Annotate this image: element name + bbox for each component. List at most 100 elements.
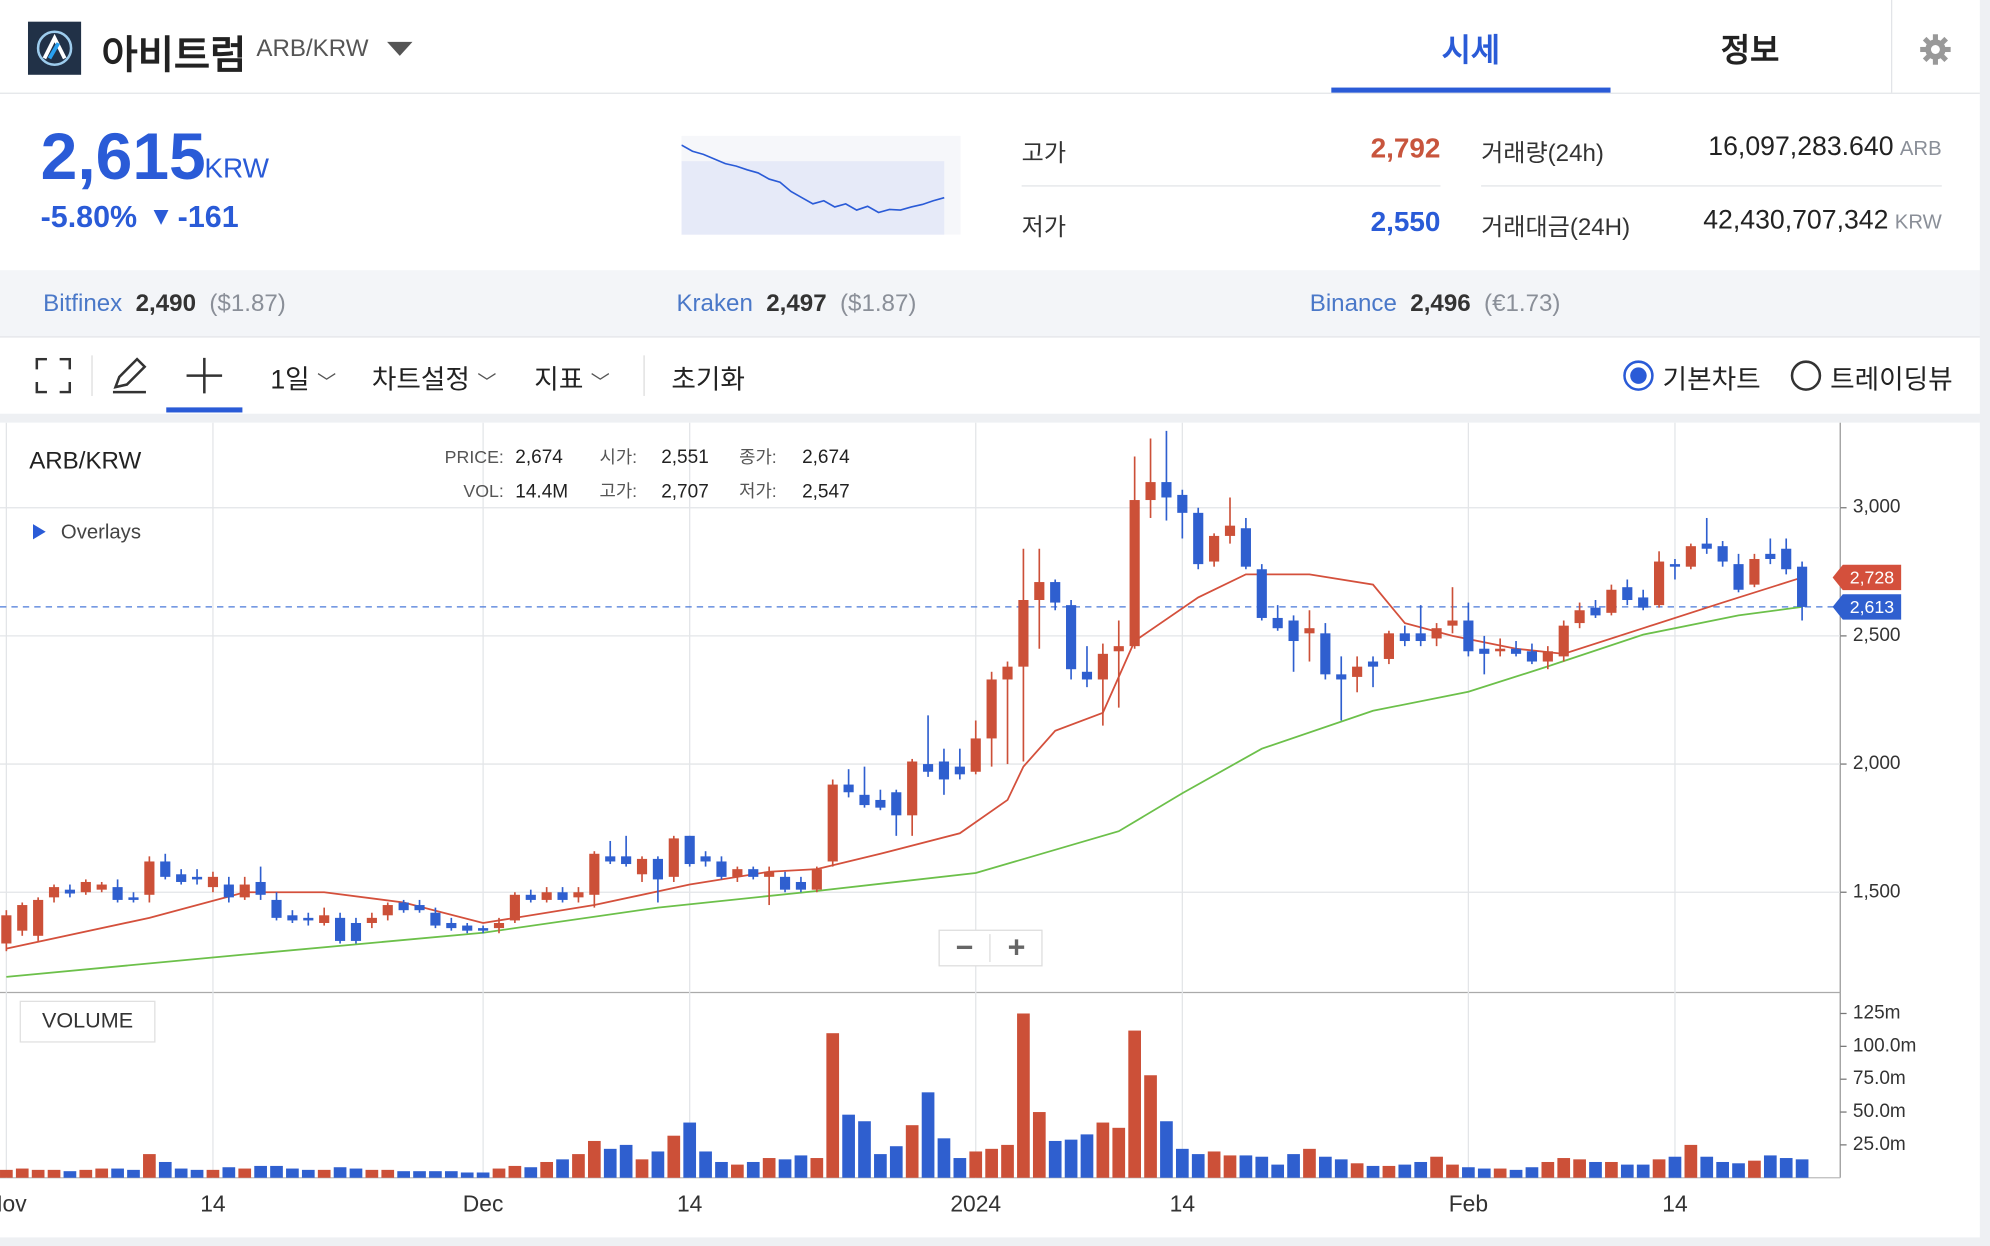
candle-body — [557, 892, 568, 900]
y-tick-label: 3,000 — [1853, 497, 1901, 518]
volume-bar — [1795, 1159, 1809, 1178]
volume-bar — [508, 1165, 522, 1178]
candle-body — [652, 858, 663, 880]
divider — [1481, 185, 1942, 187]
volume-bar — [1748, 1160, 1761, 1178]
x-tick-label: 14 — [1170, 1191, 1196, 1217]
volume-bar — [1032, 1112, 1046, 1178]
candle-body — [1781, 548, 1792, 570]
volume-bar — [572, 1154, 585, 1178]
volume-bar — [1191, 1154, 1205, 1178]
volume-bar — [889, 1146, 903, 1178]
interval[interactable]: 1일 ﹀ — [270, 365, 337, 395]
volume-bar — [444, 1171, 458, 1178]
volume-bar — [1112, 1127, 1126, 1178]
fullscreen-icon[interactable] — [35, 357, 72, 394]
volume-bar — [556, 1159, 569, 1178]
volume-bar — [587, 1140, 601, 1178]
zoom-button[interactable]: − — [956, 930, 974, 964]
exchange-ref: ($1.87) — [840, 290, 917, 318]
candle-body — [1749, 558, 1760, 585]
volume-bar — [1414, 1161, 1428, 1178]
reset[interactable]: 초기화 — [671, 365, 745, 395]
price: 2,615 — [40, 120, 206, 195]
volume-bar — [1509, 1169, 1523, 1178]
candle-body — [191, 876, 203, 880]
candle-body — [478, 928, 489, 931]
candle-body — [1177, 494, 1188, 513]
tab-underline — [1331, 87, 1611, 93]
volume-bar — [651, 1151, 665, 1178]
tab[interactable]: 시세 — [1441, 32, 1501, 69]
volume-bar — [460, 1172, 474, 1178]
info-value: 2,674 — [802, 447, 850, 468]
volume-bar — [1430, 1156, 1443, 1178]
change-rate: -5.80% — [40, 200, 138, 235]
volume-bar — [953, 1158, 967, 1178]
settings-icon[interactable] — [1919, 33, 1952, 66]
volume-bar — [1620, 1164, 1634, 1178]
candle-body — [1066, 605, 1077, 670]
x-tick-label: Dec — [463, 1191, 504, 1217]
stat-unit: KRW — [1894, 211, 1942, 234]
indicators[interactable]: 지표 ﹀ — [534, 365, 610, 395]
volume-bar — [1382, 1165, 1396, 1178]
volume-bar — [1763, 1155, 1777, 1178]
zoom-button[interactable]: + — [1008, 930, 1026, 964]
moving-average — [6, 606, 1803, 978]
volume-label: VOLUME — [42, 1007, 133, 1032]
candle-body — [938, 761, 950, 780]
stat-value: 16,097,283.640 — [1708, 131, 1894, 162]
candle-body — [1209, 535, 1220, 562]
x-tick-label: 14 — [200, 1191, 226, 1217]
candle-body — [1479, 648, 1490, 654]
volume-bar — [1716, 1161, 1729, 1178]
overlays-label[interactable]: Overlays — [61, 521, 141, 543]
candle-body — [493, 922, 505, 929]
crosshair-icon[interactable] — [185, 357, 223, 395]
candle-body — [271, 899, 282, 918]
exchange: Kraken 2,497 ($1.87) — [676, 291, 916, 319]
radio[interactable] — [1789, 359, 1822, 392]
volume-bar — [1398, 1164, 1412, 1178]
volume-bar — [1684, 1144, 1698, 1178]
candle-body — [1256, 569, 1267, 618]
candle-body — [636, 858, 648, 875]
volume-bar — [143, 1154, 156, 1178]
exchange-ref: ($1.87) — [209, 290, 286, 318]
volume-bar — [1064, 1139, 1078, 1178]
info-value: 2,674 — [515, 447, 563, 468]
volume-bar — [1462, 1167, 1475, 1178]
candle-body — [1050, 582, 1061, 603]
candle-body — [668, 838, 679, 877]
volume-bar — [1652, 1159, 1666, 1178]
volume-bar — [1700, 1156, 1714, 1178]
coin-name: 아비트럼 — [101, 32, 247, 78]
tab[interactable]: 정보 — [1720, 32, 1780, 69]
candle-body — [33, 899, 44, 936]
info-label: 저가: — [739, 481, 777, 501]
volume-bar — [858, 1121, 871, 1178]
volume-bar — [1319, 1156, 1332, 1178]
chart-settings[interactable]: 차트설정 ﹀ — [371, 365, 497, 395]
exchange-name: Kraken — [676, 290, 753, 318]
candle-body — [605, 856, 616, 862]
coin-logo — [27, 21, 82, 75]
volume-bar — [79, 1169, 93, 1178]
stat-label: 고가 — [1021, 140, 1067, 168]
candle-body — [1463, 620, 1474, 652]
info-value: 2,547 — [802, 481, 850, 502]
dropdown[interactable] — [386, 39, 414, 57]
info-label: 시가: — [600, 447, 638, 467]
draw-icon[interactable] — [109, 355, 150, 396]
mode-label: 기본차트 — [1662, 365, 1761, 395]
radio-selected[interactable] — [1622, 359, 1655, 392]
volume-bar — [349, 1168, 363, 1178]
volume-bar — [731, 1164, 744, 1178]
overlay-toggle[interactable] — [32, 524, 46, 540]
candle-body — [1717, 546, 1728, 562]
candle-body — [1145, 482, 1156, 501]
candle-body — [112, 887, 123, 900]
candle-body — [1113, 646, 1124, 652]
candle-body — [1526, 651, 1538, 662]
